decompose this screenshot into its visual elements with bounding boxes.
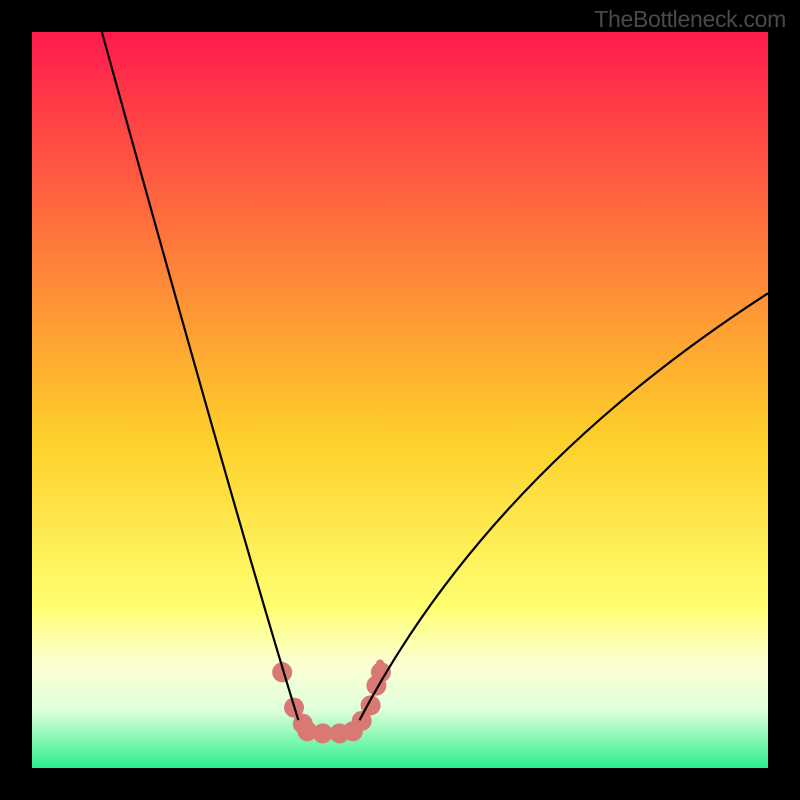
- plot-area: [32, 32, 768, 768]
- left-curve: [102, 32, 299, 720]
- watermark-text: TheBottleneck.com: [594, 6, 786, 33]
- curve-layer: [32, 32, 768, 768]
- right-curve: [360, 293, 769, 720]
- valley-dots: [272, 659, 391, 743]
